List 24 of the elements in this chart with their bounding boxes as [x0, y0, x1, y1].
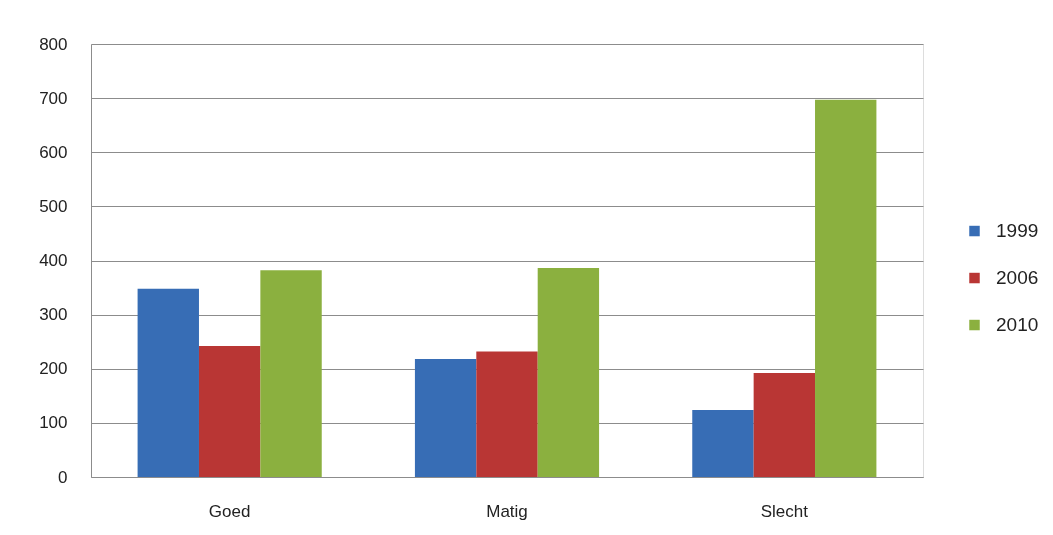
bar	[198, 346, 261, 477]
bar	[537, 268, 600, 477]
y-tick-label: 0	[58, 467, 68, 487]
bar	[692, 409, 754, 477]
legend-label: 2010	[996, 314, 1039, 336]
y-tick-label: 100	[39, 413, 68, 433]
y-tick-label: 600	[39, 142, 68, 162]
bar	[815, 99, 877, 477]
x-tick-label: Goed	[208, 501, 251, 521]
y-tick-label: 700	[39, 88, 68, 108]
y-tick-label: 400	[39, 251, 68, 270]
bar	[476, 351, 538, 477]
legend-label: 1999	[996, 220, 1039, 242]
x-tick-label: Slecht	[760, 501, 809, 521]
y-tick-label: 200	[39, 359, 68, 379]
y-tick-label: 300	[39, 305, 68, 325]
legend-label: 2006	[996, 267, 1039, 289]
bar	[753, 373, 816, 477]
x-tick-label: Matig	[486, 501, 528, 521]
bar	[260, 270, 322, 477]
bar	[137, 288, 199, 477]
y-tick-label: 800	[39, 34, 68, 54]
bar	[414, 359, 477, 477]
y-tick-label: 500	[39, 196, 68, 216]
